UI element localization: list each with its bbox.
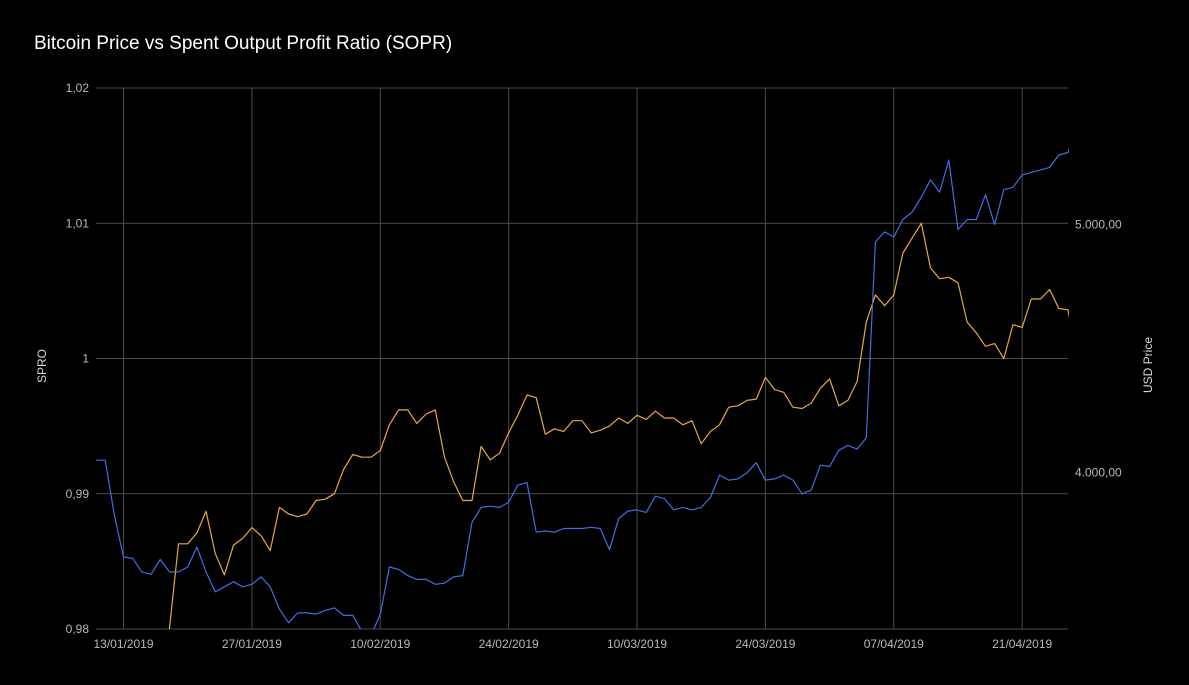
sopr-line: [168, 222, 1069, 629]
left-axis-title: SPRO: [35, 349, 49, 383]
x-tick-label: 24/03/2019: [735, 637, 795, 651]
right-tick-label: 4.000,00: [1075, 466, 1122, 480]
series-layer: [96, 147, 1069, 629]
x-tick-label: 10/02/2019: [350, 637, 410, 651]
x-tick-label: 27/01/2019: [222, 637, 282, 651]
x-tick-label: 07/04/2019: [864, 637, 924, 651]
horizontal-gridlines: [96, 87, 1068, 630]
left-tick-label: 0,98: [66, 622, 90, 636]
right-tick-label: 5.000,00: [1075, 217, 1122, 231]
x-tick-label: 13/01/2019: [93, 637, 153, 651]
chart-title: Bitcoin Price vs Spent Output Profit Rat…: [34, 33, 453, 54]
x-tick-label: 10/03/2019: [607, 637, 667, 651]
x-tick-label: 24/02/2019: [479, 637, 539, 651]
x-tick-label: 21/04/2019: [992, 637, 1052, 651]
x-axis-labels: 13/01/2019 27/01/2019 10/02/2019 24/02/2019…: [93, 637, 1052, 651]
left-tick-label: 1,02: [66, 81, 90, 95]
left-tick-label: 0,99: [66, 487, 90, 501]
right-axis-title: USD Price: [1141, 337, 1155, 393]
left-tick-label: 1,01: [66, 216, 90, 230]
left-tick-label: 1: [82, 352, 89, 366]
left-axis-labels: 1,02 1,01 1 0,99 0,98: [66, 81, 90, 636]
price-line: [96, 147, 1069, 629]
right-axis-labels: 5.000,00 4.000,00: [1075, 217, 1122, 479]
